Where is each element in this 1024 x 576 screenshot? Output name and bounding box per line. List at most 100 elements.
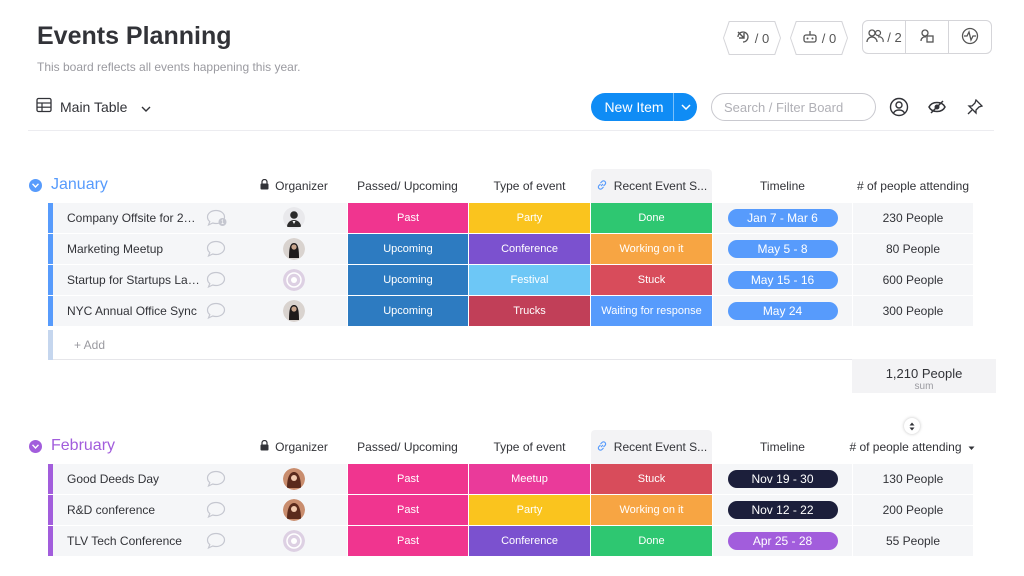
add-item-label[interactable]: + Add [74,338,106,352]
recent-status-cell[interactable]: Waiting for response [591,296,712,326]
column-header-recent[interactable]: Recent Event S... [591,430,712,464]
table-row[interactable]: Marketing Meetup Upcoming Conference Wor… [48,234,996,265]
type-cell[interactable]: Festival [469,265,590,295]
timeline-cell[interactable]: Nov 12 - 22 [713,495,852,525]
board-title[interactable]: Events Planning [37,22,232,50]
status-cell[interactable]: Past [348,203,468,233]
chat-bubble-icon[interactable] [206,501,228,524]
pin-icon[interactable] [964,96,986,118]
status-cell[interactable]: Upcoming [348,296,468,326]
people-cell[interactable]: 130 People [853,464,973,494]
organizer-cell[interactable] [241,296,347,326]
chat-bubble-icon[interactable] [206,470,228,493]
timeline-cell[interactable]: Apr 25 - 28 [713,526,852,556]
column-header-organizer[interactable]: Organizer [241,430,347,464]
group-title[interactable]: February [51,437,116,454]
column-header-type[interactable]: Type of event [493,440,566,454]
add-item-row[interactable]: + Add [48,330,996,360]
organizer-cell[interactable] [241,495,347,525]
type-cell[interactable]: Conference [469,526,590,556]
group-collapse-icon[interactable] [29,440,42,453]
type-cell[interactable]: Trucks [469,296,590,326]
type-cell[interactable]: Party [469,495,590,525]
timeline-cell[interactable]: Nov 19 - 30 [713,464,852,494]
chat-bubble-icon[interactable]: 1 [206,209,228,232]
members-button[interactable]: / 2 [863,21,905,53]
chat-bubble-icon[interactable] [206,302,228,325]
table-row[interactable]: Startup for Startups Launch Upcoming Fes… [48,265,996,296]
item-name[interactable]: NYC Annual Office Sync [67,304,197,318]
column-header-status[interactable]: Passed/ Upcoming [357,179,458,193]
table-row[interactable]: TLV Tech Conference Past Conference Done… [48,526,996,557]
chat-bubble-icon[interactable] [206,240,228,263]
status-cell[interactable]: Past [348,464,468,494]
status-cell[interactable]: Past [348,526,468,556]
chat-bubble-icon[interactable] [206,271,228,294]
item-name[interactable]: Company Offsite for 2018 [67,211,202,225]
people-cell[interactable]: 230 People [853,203,973,233]
people-cell[interactable]: 80 People [853,234,973,264]
recent-status-cell[interactable]: Stuck [591,265,712,295]
column-sort-icon[interactable] [904,418,920,434]
timeline-cell[interactable]: Jan 7 - Mar 6 [713,203,852,233]
type-cell[interactable]: Party [469,203,590,233]
column-header-organizer[interactable]: Organizer [241,169,347,203]
column-header-recent[interactable]: Recent Event S... [591,169,712,203]
item-name[interactable]: Startup for Startups Launch [67,273,202,287]
timeline-cell[interactable]: May 5 - 8 [713,234,852,264]
organizer-cell[interactable] [241,234,347,264]
type-cell[interactable]: Meetup [469,464,590,494]
recent-status-cell[interactable]: Working on it [591,495,712,525]
column-header-people[interactable]: # of people attending [856,179,970,193]
status-cell[interactable]: Upcoming [348,234,468,264]
organizer-cell[interactable] [241,203,347,233]
column-header-type[interactable]: Type of event [493,179,566,193]
table-row[interactable]: Good Deeds Day Past Meetup Stuck Nov 19 … [48,464,996,495]
table-row[interactable]: NYC Annual Office Sync Upcoming Trucks W… [48,296,996,327]
activity-button[interactable]: / 0 [723,21,781,55]
item-name[interactable]: Good Deeds Day [67,472,160,486]
column-header-timeline[interactable]: Timeline [760,179,805,193]
status-cell[interactable]: Past [348,495,468,525]
row-color-strip [48,296,53,326]
recent-status-cell[interactable]: Done [591,203,712,233]
recent-status-cell[interactable]: Done [591,526,712,556]
organizer-cell[interactable] [241,526,347,556]
new-item-button[interactable]: New Item [591,93,697,121]
search-input[interactable] [711,93,876,121]
status-cell[interactable]: Upcoming [348,265,468,295]
hide-columns-icon[interactable] [926,96,948,118]
recent-status-cell[interactable]: Working on it [591,234,712,264]
column-header-people[interactable]: # of people attending [846,430,978,464]
apps-icon [919,28,935,47]
column-header-timeline[interactable]: Timeline [760,440,805,454]
apps-button[interactable] [905,21,948,53]
board-description[interactable]: This board reflects all events happening… [37,60,301,74]
timeline-cell[interactable]: May 15 - 16 [713,265,852,295]
column-header-status[interactable]: Passed/ Upcoming [357,440,458,454]
person-filter-icon[interactable] [888,96,910,118]
item-name[interactable]: Marketing Meetup [67,242,164,256]
caret-down-icon[interactable] [968,440,975,454]
sum-value: 1,210 People [885,366,963,381]
organizer-cell[interactable] [241,265,347,295]
people-cell[interactable]: 200 People [853,495,973,525]
automations-button[interactable]: / 0 [790,21,848,55]
group-title[interactable]: January [51,176,108,193]
organizer-cell[interactable] [241,464,347,494]
type-cell[interactable]: Conference [469,234,590,264]
people-cell[interactable]: 55 People [853,526,973,556]
chat-bubble-icon[interactable] [206,532,228,555]
view-selector[interactable]: Main Table [36,97,151,116]
group-collapse-icon[interactable] [29,179,42,192]
timeline-cell[interactable]: May 24 [713,296,852,326]
item-name[interactable]: TLV Tech Conference [67,534,182,548]
activity-log-button[interactable] [948,21,991,53]
recent-status-cell[interactable]: Stuck [591,464,712,494]
new-item-dropdown-icon[interactable] [673,93,697,121]
people-cell[interactable]: 300 People [853,296,973,326]
table-row[interactable]: R&D conference Past Party Working on it … [48,495,996,526]
table-row[interactable]: Company Offsite for 2018 1 Past Party Do… [48,203,996,234]
item-name[interactable]: R&D conference [67,503,156,517]
people-cell[interactable]: 600 People [853,265,973,295]
